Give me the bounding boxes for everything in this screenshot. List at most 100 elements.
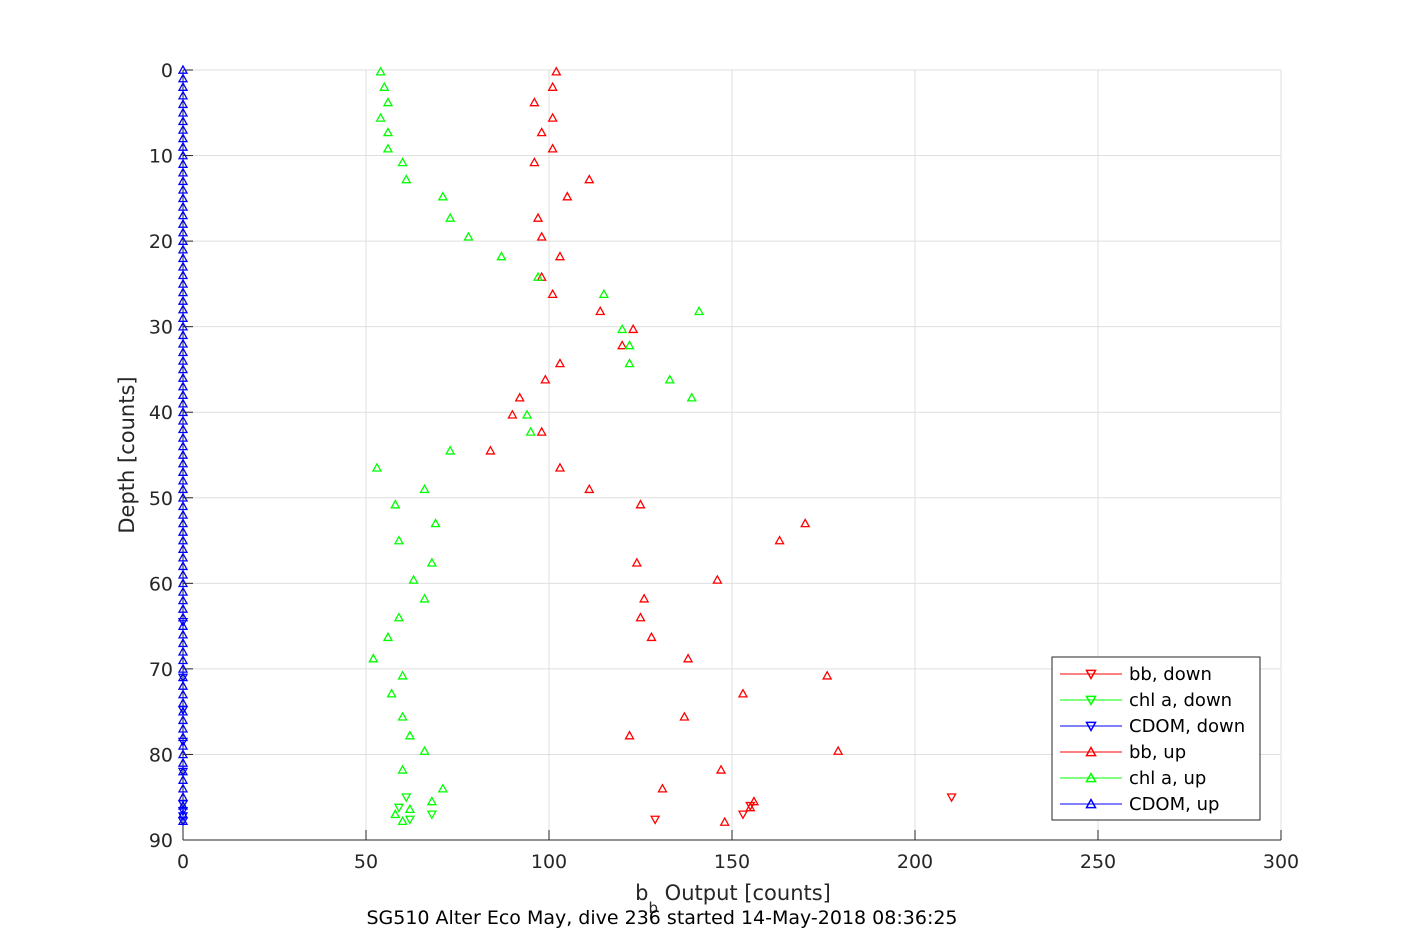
data-point-marker: [554, 251, 566, 261]
data-point-marker: [177, 244, 189, 254]
data-point-marker: [177, 526, 189, 536]
data-point-marker: [177, 800, 189, 810]
data-point-marker: [617, 323, 628, 334]
data-point-marker: [401, 174, 412, 184]
x-axis-label-subscript: b: [648, 899, 658, 917]
data-point-marker: [679, 711, 690, 721]
data-point-marker: [437, 783, 448, 793]
y-tick-label: 40: [149, 402, 173, 424]
data-point-marker: [745, 802, 756, 812]
y-tick-label: 60: [149, 573, 173, 595]
data-point-marker: [800, 518, 811, 528]
x-ticks: 0 50 100 150 200 250 300: [177, 830, 1299, 873]
data-point-marker: [562, 191, 573, 201]
data-point-marker: [536, 231, 547, 241]
data-point-marker: [529, 97, 540, 107]
data-point-marker: [177, 406, 189, 417]
data-point-marker: [598, 288, 610, 299]
data-point-marker: [177, 586, 189, 596]
x-tick-label: 0: [177, 851, 189, 873]
data-point-marker: [177, 577, 189, 588]
data-point-marker: [650, 815, 661, 825]
data-point-marker: [408, 574, 419, 584]
data-point-marker: [547, 112, 558, 122]
legend-label: CDOM, up: [1129, 794, 1219, 815]
data-point-marker: [719, 816, 730, 826]
data-point-marker: [177, 346, 189, 357]
x-tick-label: 300: [1263, 851, 1299, 873]
data-point-marker: [635, 499, 646, 509]
data-point-marker: [177, 629, 189, 639]
data-point-marker: [177, 107, 189, 117]
data-point-marker: [177, 518, 189, 528]
y-tick-label: 50: [149, 488, 173, 510]
y-ticks: 0 10 20 30 40 50 60 70 80 90: [149, 60, 193, 852]
data-point-marker: [631, 557, 642, 567]
data-point-marker: [177, 774, 189, 784]
data-point-marker: [177, 115, 189, 126]
data-point-marker: [521, 409, 533, 419]
legend-label: CDOM, down: [1129, 716, 1245, 737]
data-point-marker: [177, 697, 189, 707]
data-point-marker: [177, 227, 189, 237]
data-point-marker: [686, 392, 697, 402]
data-point-marker: [554, 358, 566, 368]
data-point-marker: [177, 372, 189, 382]
data-point-marker: [833, 745, 844, 755]
x-tick-label: 200: [897, 851, 933, 873]
data-point-marker: [532, 212, 544, 222]
data-point-marker: [404, 730, 416, 740]
data-point-marker: [514, 392, 525, 402]
data-point-marker: [382, 631, 394, 642]
data-point-marker: [386, 688, 397, 698]
data-point-marker: [536, 426, 547, 436]
data-point-marker: [177, 81, 189, 91]
legend-box: [1051, 656, 1261, 821]
data-point-marker: [177, 364, 189, 374]
data-point-marker: [485, 445, 496, 455]
data-point-marker: [177, 535, 189, 545]
data-point-marker: [382, 143, 394, 153]
data-point-marker: [177, 617, 189, 628]
x-tick-label: 250: [1080, 851, 1116, 873]
data-point-marker: [177, 689, 189, 699]
data-point-marker: [177, 475, 189, 485]
data-point-marker: [639, 593, 650, 603]
data-point-marker: [177, 287, 189, 297]
data-point-marker: [177, 432, 189, 442]
data-point-marker: [397, 157, 408, 167]
data-markers: [177, 64, 957, 827]
data-point-marker: [177, 355, 189, 365]
x-tick-label: 50: [354, 851, 378, 873]
data-point-marker: [177, 654, 189, 665]
data-point-marker: [379, 81, 390, 91]
data-point-marker: [177, 210, 189, 220]
data-point-marker: [664, 374, 675, 384]
x-tick-label: 100: [531, 851, 567, 873]
data-point-marker: [177, 492, 189, 502]
data-point-marker: [177, 646, 189, 656]
data-point-marker: [551, 66, 562, 76]
data-point-marker: [748, 796, 760, 806]
data-point-marker: [547, 288, 558, 299]
data-point-marker: [390, 499, 401, 509]
data-point-marker: [177, 500, 189, 511]
data-point-marker: [177, 252, 189, 263]
x-axis-label: bb Output [counts]: [635, 881, 831, 917]
legend-marker: [1085, 721, 1097, 733]
data-point-marker: [426, 810, 437, 820]
data-point-marker: [693, 305, 705, 316]
y-axis-label: Depth [counts]: [115, 376, 139, 533]
y-tick-label: 90: [149, 830, 173, 852]
data-point-marker: [946, 793, 957, 803]
data-point-marker: [177, 321, 189, 331]
data-point-marker: [177, 201, 189, 211]
data-point-marker: [177, 543, 189, 553]
data-point-marker: [177, 783, 189, 793]
y-tick-label: 20: [149, 231, 173, 253]
data-point-marker: [177, 175, 189, 186]
legend-label: chl a, down: [1129, 690, 1232, 711]
data-point-marker: [595, 305, 606, 316]
data-point-marker: [382, 97, 394, 107]
